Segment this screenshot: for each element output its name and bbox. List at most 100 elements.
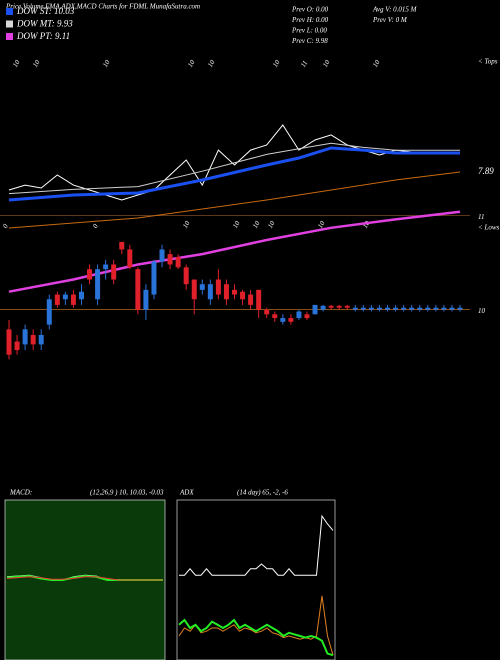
candle-body	[272, 314, 278, 319]
candle-body	[336, 305, 342, 308]
indicator-line	[6, 576, 163, 581]
ema-line	[8, 171, 461, 229]
candle-body	[368, 307, 374, 310]
candle-body	[95, 269, 101, 300]
candle-body	[417, 307, 423, 310]
candle-body	[344, 305, 350, 308]
date-label: 10	[231, 219, 242, 229]
date-label: 10	[186, 58, 197, 68]
indicator-line	[179, 514, 334, 576]
candle-body	[167, 254, 173, 265]
legend-swatch	[6, 33, 13, 40]
candle-body	[62, 294, 68, 300]
candle-body	[296, 311, 302, 319]
candle-body	[304, 314, 310, 319]
price-line	[8, 210, 461, 293]
candle-body	[6, 329, 12, 355]
candle-body	[183, 267, 189, 285]
candle-body	[280, 318, 286, 322]
candle-body	[433, 307, 439, 310]
candle-body	[151, 261, 157, 295]
date-label: 10	[361, 219, 372, 229]
macd-label: MACD:	[9, 489, 32, 497]
lows-label: < Lows	[478, 224, 500, 232]
candle-body	[103, 264, 109, 270]
date-label: 10	[271, 58, 282, 68]
candle-body	[457, 307, 463, 310]
candle-body	[22, 329, 28, 345]
candle-body	[409, 307, 415, 310]
macd-params: (12,26,9 ) 10, 10.03, -0.03	[90, 489, 164, 497]
date-label: 11	[299, 59, 309, 69]
indicator-line	[178, 618, 334, 657]
ema-line	[8, 142, 460, 195]
legend-swatch	[6, 8, 13, 15]
candle-body	[320, 305, 326, 310]
candle-body	[191, 279, 197, 300]
date-label: 10	[266, 219, 277, 229]
candle-body	[256, 289, 262, 310]
date-label: 10	[206, 58, 217, 68]
date-label: 10	[11, 58, 22, 68]
y-tick-label: 10	[478, 307, 486, 315]
y-tick-label: 11	[478, 213, 484, 221]
candle-body	[401, 307, 407, 310]
candle-body	[425, 307, 431, 310]
legend-label: DOW ST: 10.03	[16, 6, 75, 16]
legend-swatch	[6, 20, 13, 28]
candle-body	[215, 279, 221, 295]
info-label: Prev H: 0.00	[291, 16, 329, 24]
date-label: 10	[251, 219, 262, 229]
candle-body	[135, 269, 141, 310]
candle-body	[328, 305, 334, 308]
candle-body	[248, 294, 254, 305]
adx-params: (14 day) 65, -2, -6	[237, 489, 288, 497]
date-label: 10	[31, 58, 42, 68]
candle-body	[385, 307, 391, 310]
candle-body	[159, 249, 165, 262]
info-label: Prev C: 9.98	[291, 37, 328, 45]
candle-body	[70, 294, 76, 305]
candle-body	[449, 307, 455, 310]
value-label: 7.89	[478, 166, 494, 176]
candle-body	[360, 307, 366, 310]
info-label: Prev O: 0.00	[291, 6, 329, 14]
tops-label: < Tops	[478, 58, 498, 66]
legend-label: DOW PT: 9.11	[16, 31, 70, 41]
date-label: 10	[321, 58, 332, 68]
candle-body	[127, 249, 133, 268]
candle-body	[312, 304, 318, 315]
info-label: Avg V: 0.015 M	[372, 6, 418, 14]
candle-body	[199, 284, 205, 290]
candle-body	[14, 341, 20, 351]
candle-body	[46, 299, 52, 325]
candle-body	[376, 307, 382, 310]
chart-title: Price,Volume,EMA,ADX,MACD Charts for FDM…	[5, 3, 200, 11]
date-label: 10	[101, 58, 112, 68]
date-label: 10	[181, 219, 192, 229]
candle-body	[54, 294, 60, 305]
candle-body	[352, 307, 358, 310]
date-label: 0	[91, 222, 100, 229]
candle-body	[223, 284, 229, 300]
candle-body	[207, 284, 213, 300]
legend-label: DOW MT: 9.93	[16, 19, 73, 29]
candle-body	[30, 334, 36, 345]
candle-body	[441, 307, 447, 310]
candle-body	[78, 291, 84, 300]
candle-body	[264, 309, 270, 315]
date-label: 0	[1, 222, 10, 229]
candle-body	[288, 318, 294, 322]
date-label: 10	[316, 219, 327, 229]
candle-body	[111, 264, 117, 280]
candle-body	[393, 307, 399, 310]
ema-line	[8, 146, 460, 202]
candle-body	[38, 334, 44, 345]
adx-panel	[176, 499, 336, 660]
info-label: Prev L: 0.00	[291, 27, 327, 35]
candle-body	[87, 269, 93, 280]
candle-body	[175, 256, 181, 268]
indicator-line	[178, 595, 334, 656]
info-label: Prev V: 0 M	[372, 16, 408, 24]
